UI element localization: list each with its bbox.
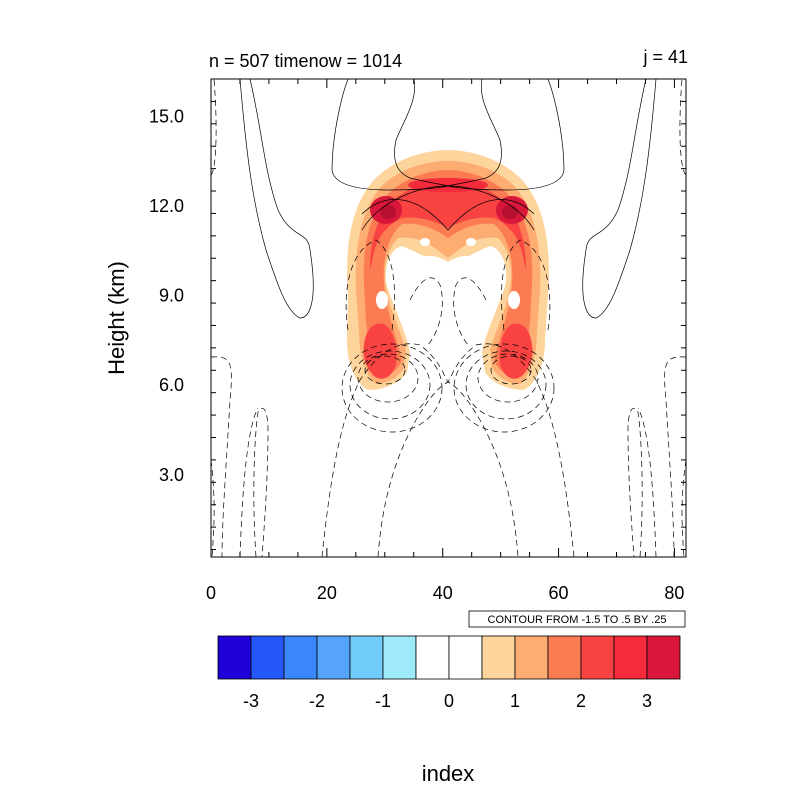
contour-dashed-left-lower: [211, 356, 232, 557]
fill-hole-right: [508, 291, 520, 309]
colorbar: -3 -2 -1 0 1 2 3: [217, 635, 681, 711]
colorbar-swatch: [382, 635, 417, 680]
fill-hole-top-right: [466, 238, 476, 246]
x-tick-label: 40: [433, 583, 453, 603]
line-contours: [211, 79, 686, 557]
contour-dashed-right-edge: [679, 79, 686, 176]
fill-level-3: [363, 170, 533, 376]
contour-solid-right-plume: [582, 79, 657, 319]
contour-dashed-right-column: [501, 239, 551, 331]
y-axis: 3.0 6.0 9.0 12.0 15.0: [149, 100, 686, 551]
contour-dashed-right-edge-low: [681, 459, 686, 557]
contour-dashed-lobe-left-4: [341, 343, 443, 433]
contour-dashed-right-lower: [664, 356, 686, 557]
x-tick-label: 80: [664, 583, 684, 603]
filled-contours: [347, 150, 549, 390]
colorbar-swatch: [415, 635, 450, 680]
y-axis-label: Height (km): [104, 261, 129, 375]
contour-dashed-inner-trough: [377, 381, 519, 557]
colorbar-swatch: [481, 635, 516, 680]
colorbar-swatch: [448, 635, 483, 680]
contour-dashed-right-lower3: [637, 407, 657, 557]
x-axis-label: index: [422, 761, 475, 786]
fill-hole-top-left: [420, 238, 430, 246]
contour-dashed-left-column: [345, 239, 395, 331]
contour-dashed-inner-right: [453, 277, 487, 346]
contour-dashed-left-lower2: [253, 407, 269, 557]
fill-level-4: [370, 180, 526, 270]
fill-core-right-inner: [502, 205, 518, 219]
contour-dashed-lobe-left-2: [357, 353, 419, 403]
contour-solid-cap-arc: [361, 185, 535, 231]
colorbar-swatch: [646, 635, 681, 680]
x-axis: 0 20 40 60 80: [206, 79, 684, 603]
colorbar-tick-label: 3: [642, 691, 652, 711]
colorbar-swatch: [217, 635, 252, 680]
x-tick-label: 0: [206, 583, 216, 603]
colorbar-tick-label: 2: [576, 691, 586, 711]
contour-dashed-right-lower2: [627, 407, 643, 557]
colorbar-swatch: [580, 635, 615, 680]
colorbar-swatch: [547, 635, 582, 680]
contour-info-box: [468, 610, 686, 628]
contour-dashed-lobe-right-2: [477, 353, 539, 403]
fill-hole-left: [376, 291, 388, 309]
contour-dashed-lobe-right-4: [453, 343, 555, 433]
y-tick-label: 3.0: [159, 465, 184, 485]
colorbar-swatch: [514, 635, 549, 680]
y-tick-label: 15.0: [149, 106, 184, 126]
fill-core-left-inner: [380, 205, 396, 219]
colorbar-swatch: [613, 635, 648, 680]
contour-dashed-left-edge-low: [211, 459, 215, 557]
contour-dashed-inner-left: [409, 277, 443, 346]
contour-dashed-left-edge: [211, 79, 217, 176]
contour-solid-cap-arc2: [361, 199, 535, 231]
colorbar-swatch: [316, 635, 351, 680]
title-left: n = 507 timenow = 1014: [209, 51, 402, 71]
colorbar-swatch: [349, 635, 384, 680]
plot-frame: [210, 78, 687, 558]
colorbar-tick-label: -3: [243, 691, 259, 711]
contour-info-text: CONTOUR FROM -1.5 TO .5 BY .25: [488, 614, 667, 626]
y-tick-label: 6.0: [159, 375, 184, 395]
contour-dashed-lobe-left-3: [349, 350, 431, 420]
contour-dashed-lobe-left-1: [364, 355, 406, 385]
x-tick-label: 20: [317, 583, 337, 603]
colorbar-tick-label: -2: [309, 691, 325, 711]
x-tick-label: 60: [549, 583, 569, 603]
contour-dashed-lobe-right-3: [465, 350, 547, 420]
colorbar-tick-label: 0: [444, 691, 454, 711]
contour-dashed-left-lower3: [239, 407, 259, 557]
y-tick-label: 12.0: [149, 196, 184, 216]
colorbar-swatch: [283, 635, 318, 680]
title-right: j = 41: [642, 47, 688, 67]
contour-dashed-lobe-right-1: [490, 355, 532, 385]
colorbar-swatch: [250, 635, 285, 680]
colorbar-tick-label: 1: [510, 691, 520, 711]
contour-solid-left-plume: [239, 79, 314, 319]
y-tick-label: 9.0: [159, 286, 184, 306]
colorbar-tick-label: -1: [375, 691, 391, 711]
